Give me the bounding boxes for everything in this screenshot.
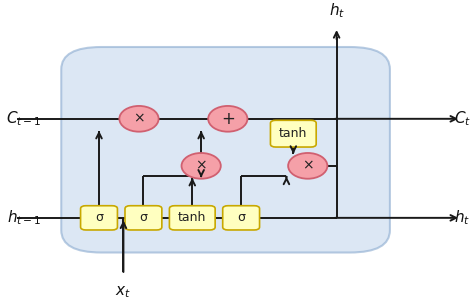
FancyBboxPatch shape	[61, 47, 390, 253]
Text: ×: ×	[133, 112, 145, 126]
FancyBboxPatch shape	[271, 120, 316, 147]
Ellipse shape	[288, 153, 328, 179]
Text: σ: σ	[139, 211, 147, 224]
Text: tanh: tanh	[178, 211, 207, 224]
Text: ×: ×	[195, 159, 207, 173]
Text: $C_{t-1}$: $C_{t-1}$	[6, 110, 41, 128]
Text: σ: σ	[95, 211, 103, 224]
FancyBboxPatch shape	[169, 206, 215, 230]
Text: $C_t$: $C_t$	[454, 110, 472, 128]
Ellipse shape	[208, 106, 247, 132]
Text: $h_t$: $h_t$	[328, 1, 345, 20]
Text: +: +	[221, 110, 235, 128]
Text: ×: ×	[302, 159, 314, 173]
FancyBboxPatch shape	[125, 206, 162, 230]
FancyBboxPatch shape	[81, 206, 118, 230]
Text: $h_{t-1}$: $h_{t-1}$	[7, 209, 41, 227]
FancyBboxPatch shape	[223, 206, 260, 230]
Text: $x_t$: $x_t$	[116, 285, 131, 300]
Ellipse shape	[182, 153, 221, 179]
Text: $h_t$: $h_t$	[454, 209, 471, 227]
Ellipse shape	[119, 106, 159, 132]
Text: σ: σ	[237, 211, 245, 224]
Text: tanh: tanh	[279, 127, 308, 140]
